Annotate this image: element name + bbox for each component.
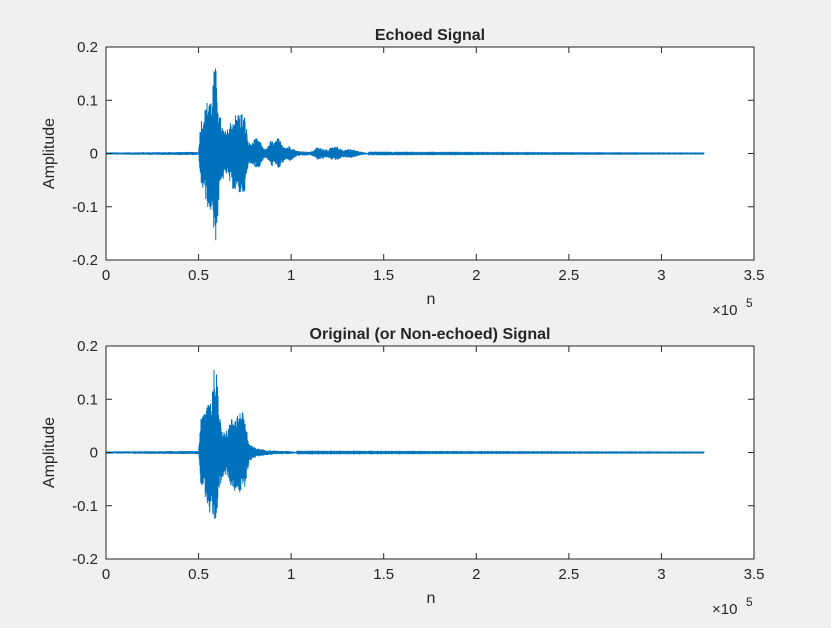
x-tick-label: 3 (657, 267, 665, 284)
x-tick-label: 0.5 (188, 267, 209, 284)
x-tick-label: 1 (287, 267, 295, 284)
chart-title: Original (or Non-echoed) Signal (310, 326, 551, 343)
x-tick-label: 0 (102, 267, 110, 284)
y-tick-label: 0.1 (77, 391, 98, 408)
signal-trace (106, 369, 705, 520)
x-tick-label: 1 (287, 566, 295, 583)
y-tick-label: 0 (90, 445, 98, 462)
x-tick-label: 2 (472, 267, 480, 284)
y-tick-label: -0.2 (72, 252, 98, 269)
x-tick-label: 1.5 (373, 267, 394, 284)
x-exponent-label: ×10 (712, 601, 737, 618)
y-axis-label: Amplitude (41, 417, 58, 488)
axes-2: 0 0.5 1 1.5 2 2.5 3 3.5 0.2 0.1 0 -0.1 -0.2 Original … (41, 326, 764, 618)
axes-layer: 0 0.5 1 1.5 2 2.5 3 3.5 0.2 0.1 0 -0.1 -0.2 Echoed Si… (41, 27, 764, 618)
y-tick-label: 0.2 (77, 338, 98, 355)
x-exponent-power: 5 (746, 296, 753, 310)
y-tick-label: -0.1 (72, 498, 98, 515)
x-tick-label: 3.5 (744, 267, 765, 284)
x-exponent-label: ×10 (712, 302, 737, 319)
axes-1: 0 0.5 1 1.5 2 2.5 3 3.5 0.2 0.1 0 -0.1 -0.2 Echoed Si… (41, 27, 764, 319)
chart-title: Echoed Signal (375, 27, 485, 44)
x-tick-label: 3 (657, 566, 665, 583)
x-axis-label: n (427, 590, 436, 607)
x-tick-label: 2.5 (558, 566, 579, 583)
y-tick-label: 0.2 (77, 39, 98, 56)
y-tick-label: 0.1 (77, 92, 98, 109)
y-tick-label: -0.1 (72, 199, 98, 216)
x-axis-label: n (427, 291, 436, 308)
x-tick-label: 2.5 (558, 267, 579, 284)
x-tick-label: 0 (102, 566, 110, 583)
y-tick-label: 0 (90, 146, 98, 163)
y-axis-label: Amplitude (41, 118, 58, 189)
x-tick-label: 0.5 (188, 566, 209, 583)
y-tick-label: -0.2 (72, 551, 98, 568)
signal-trace (106, 68, 705, 241)
x-tick-label: 1.5 (373, 566, 394, 583)
x-tick-label: 3.5 (744, 566, 765, 583)
x-exponent-power: 5 (746, 595, 753, 609)
x-tick-label: 2 (472, 566, 480, 583)
